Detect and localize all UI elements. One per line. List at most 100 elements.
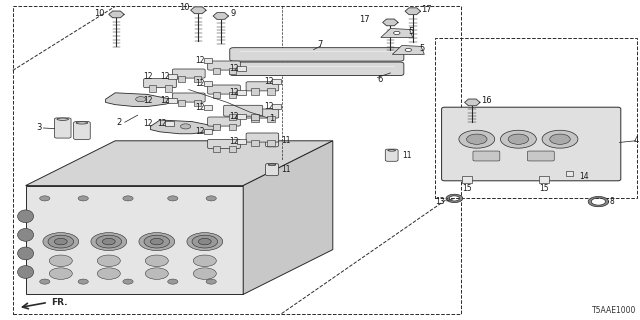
Circle shape xyxy=(78,279,88,284)
Circle shape xyxy=(542,130,578,148)
Text: 12: 12 xyxy=(160,72,170,81)
Circle shape xyxy=(145,255,168,267)
Circle shape xyxy=(168,279,178,284)
Bar xyxy=(251,140,259,146)
Text: 5: 5 xyxy=(408,28,413,36)
Bar xyxy=(204,81,212,86)
Ellipse shape xyxy=(57,118,68,120)
Circle shape xyxy=(206,279,216,284)
Text: 13: 13 xyxy=(435,197,445,206)
Text: 12: 12 xyxy=(195,127,205,136)
FancyBboxPatch shape xyxy=(266,135,278,147)
Polygon shape xyxy=(392,45,424,54)
Circle shape xyxy=(49,268,72,279)
Ellipse shape xyxy=(18,266,34,278)
Ellipse shape xyxy=(18,228,34,241)
Circle shape xyxy=(48,235,74,248)
Bar xyxy=(177,100,186,106)
Text: 12: 12 xyxy=(195,79,205,88)
Bar xyxy=(229,124,237,130)
Bar xyxy=(462,176,472,183)
Text: 6: 6 xyxy=(378,75,383,84)
Circle shape xyxy=(49,255,72,267)
Polygon shape xyxy=(150,120,221,134)
FancyBboxPatch shape xyxy=(385,149,398,161)
FancyBboxPatch shape xyxy=(74,122,90,140)
Bar xyxy=(204,58,212,63)
Circle shape xyxy=(123,279,133,284)
Bar xyxy=(168,98,177,103)
Text: 7: 7 xyxy=(317,40,323,49)
FancyBboxPatch shape xyxy=(207,117,240,126)
FancyBboxPatch shape xyxy=(246,109,279,118)
Circle shape xyxy=(405,48,412,52)
FancyBboxPatch shape xyxy=(527,151,554,161)
Bar xyxy=(13,6,461,314)
Bar xyxy=(268,88,275,95)
Bar xyxy=(193,100,201,106)
Text: 10: 10 xyxy=(179,3,189,12)
FancyBboxPatch shape xyxy=(207,85,240,94)
FancyBboxPatch shape xyxy=(54,118,71,138)
Bar xyxy=(204,105,212,110)
Circle shape xyxy=(198,238,211,245)
Text: 14: 14 xyxy=(579,172,589,181)
Bar xyxy=(272,79,281,84)
Text: 9: 9 xyxy=(230,9,236,18)
Text: 11: 11 xyxy=(282,136,291,145)
Circle shape xyxy=(206,196,216,201)
FancyBboxPatch shape xyxy=(473,151,500,161)
Text: 15: 15 xyxy=(539,184,549,193)
Bar xyxy=(268,116,275,122)
Circle shape xyxy=(96,235,122,248)
Bar xyxy=(229,114,237,120)
Polygon shape xyxy=(243,141,333,294)
Circle shape xyxy=(150,238,163,245)
Polygon shape xyxy=(26,186,243,294)
Bar xyxy=(435,38,637,198)
Bar xyxy=(212,92,220,98)
Bar xyxy=(272,104,281,109)
Polygon shape xyxy=(191,7,206,13)
Bar xyxy=(237,139,246,144)
FancyBboxPatch shape xyxy=(246,133,279,142)
Text: 12: 12 xyxy=(157,119,166,128)
Bar xyxy=(165,121,174,126)
FancyBboxPatch shape xyxy=(442,107,621,181)
Circle shape xyxy=(40,279,50,284)
Ellipse shape xyxy=(268,164,276,165)
Text: 12: 12 xyxy=(195,103,205,112)
Ellipse shape xyxy=(388,150,396,151)
FancyBboxPatch shape xyxy=(172,69,205,78)
Bar xyxy=(204,129,212,134)
Polygon shape xyxy=(381,28,413,37)
Circle shape xyxy=(102,238,115,245)
Polygon shape xyxy=(405,8,420,14)
Text: 12: 12 xyxy=(229,64,239,73)
Bar xyxy=(268,140,275,146)
Circle shape xyxy=(123,196,133,201)
FancyBboxPatch shape xyxy=(246,82,279,91)
FancyBboxPatch shape xyxy=(230,62,404,76)
Bar xyxy=(168,74,177,79)
FancyBboxPatch shape xyxy=(207,140,240,148)
Text: 5: 5 xyxy=(419,44,424,53)
Polygon shape xyxy=(465,99,480,106)
Ellipse shape xyxy=(76,122,88,124)
Bar xyxy=(212,124,220,130)
Bar xyxy=(252,114,259,120)
Bar xyxy=(177,76,186,82)
Bar xyxy=(566,171,573,176)
Bar xyxy=(237,90,246,95)
Text: 11: 11 xyxy=(282,165,291,174)
Text: 12: 12 xyxy=(229,137,239,146)
Text: 12: 12 xyxy=(143,96,152,105)
Text: 2: 2 xyxy=(116,118,122,127)
Circle shape xyxy=(550,134,570,144)
Bar xyxy=(237,66,246,71)
Circle shape xyxy=(78,196,88,201)
Ellipse shape xyxy=(268,135,276,137)
Polygon shape xyxy=(383,19,398,26)
Text: 16: 16 xyxy=(481,96,492,105)
Circle shape xyxy=(193,255,216,267)
